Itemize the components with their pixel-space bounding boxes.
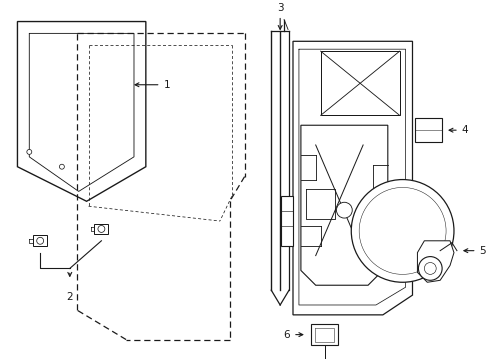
Text: 1: 1 bbox=[163, 80, 170, 90]
Circle shape bbox=[358, 188, 445, 274]
Circle shape bbox=[350, 180, 453, 282]
Circle shape bbox=[98, 225, 104, 233]
Circle shape bbox=[418, 257, 441, 280]
Polygon shape bbox=[292, 41, 412, 315]
Polygon shape bbox=[300, 125, 387, 285]
Polygon shape bbox=[18, 22, 145, 201]
Text: 3: 3 bbox=[276, 3, 283, 13]
Circle shape bbox=[37, 237, 43, 244]
Polygon shape bbox=[33, 235, 47, 246]
Text: 5: 5 bbox=[479, 246, 485, 256]
Polygon shape bbox=[417, 241, 453, 282]
Polygon shape bbox=[415, 118, 441, 142]
Circle shape bbox=[336, 202, 351, 218]
Polygon shape bbox=[281, 196, 292, 246]
Text: 2: 2 bbox=[66, 292, 73, 302]
Text: 4: 4 bbox=[461, 125, 468, 135]
Circle shape bbox=[424, 262, 435, 274]
Polygon shape bbox=[310, 324, 338, 346]
Circle shape bbox=[60, 164, 64, 169]
Polygon shape bbox=[94, 224, 108, 234]
Text: 6: 6 bbox=[283, 330, 289, 339]
Circle shape bbox=[27, 149, 32, 154]
Polygon shape bbox=[320, 51, 399, 115]
